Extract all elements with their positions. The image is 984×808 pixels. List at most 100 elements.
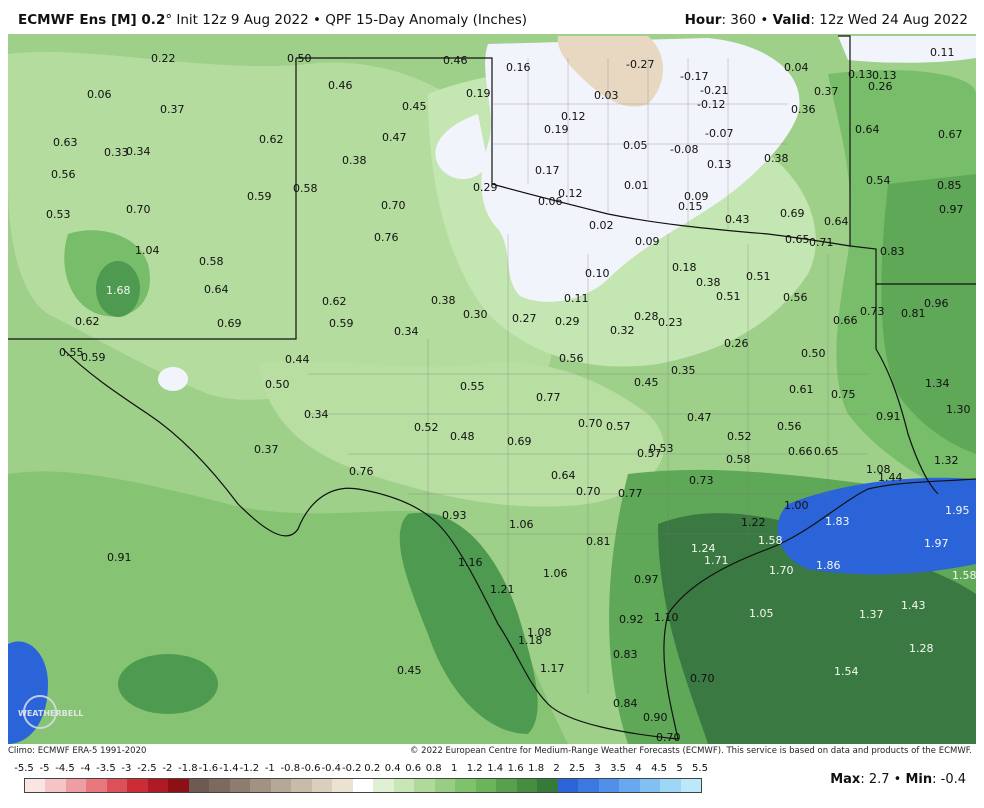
scale-tick-label: -1.8 — [178, 763, 198, 774]
anomaly-label: 0.58 — [293, 182, 318, 195]
scale-tick-label: 1.6 — [507, 763, 524, 774]
anomaly-label: 0.63 — [53, 136, 78, 149]
anomaly-label: 0.23 — [658, 316, 683, 329]
anomaly-label: 0.33 — [104, 146, 129, 159]
product-name: QPF 15-Day Anomaly (Inches) — [325, 12, 527, 28]
anomaly-label: 0.17 — [535, 164, 560, 177]
model-name: ECMWF Ens [M] 0.2 — [18, 12, 166, 28]
anomaly-label: 0.77 — [618, 487, 643, 500]
anomaly-label: 0.38 — [431, 294, 456, 307]
scale-swatch — [147, 779, 169, 792]
anomaly-label: 0.65 — [785, 233, 810, 246]
scale-swatch — [352, 779, 374, 792]
scale-tick-label: -0.8 — [280, 763, 301, 774]
valid-time: Hour: 360 • Valid: 12z Wed 24 Aug 2022 — [685, 12, 968, 28]
anomaly-label: 0.30 — [463, 308, 488, 321]
zone-dark-rio-grande — [399, 512, 538, 734]
anomaly-label: 0.55 — [460, 380, 485, 393]
anomaly-label: 0.22 — [151, 52, 176, 65]
nm-border — [8, 58, 297, 340]
hour-value: : 360 — [721, 12, 757, 28]
scale-tick-label: 5.5 — [692, 763, 708, 774]
anomaly-label: 1.17 — [540, 662, 565, 675]
anomaly-label: 0.56 — [559, 352, 584, 365]
anomaly-label: 0.50 — [287, 52, 312, 65]
max-min-stats: Max: 2.7 • Min: -0.4 — [830, 772, 966, 787]
anomaly-label: 0.67 — [938, 128, 963, 141]
scale-swatch — [373, 779, 394, 792]
anomaly-label: 0.03 — [594, 89, 619, 102]
anomaly-label: 1.04 — [135, 244, 160, 257]
anomaly-label: 0.06 — [87, 88, 112, 101]
scale-tick-label: 4 — [635, 763, 642, 774]
anomaly-label: 0.57 — [606, 420, 631, 433]
anomaly-label: 0.06 — [538, 195, 563, 208]
anomaly-label: 1.00 — [784, 499, 809, 512]
county-lines — [308, 58, 868, 694]
anomaly-label: 0.05 — [623, 139, 648, 152]
map-canvas: 0.22 0.50 0.46 0.16 -0.27 0.04 0.11 0.06 0.37 0.4… — [8, 34, 976, 744]
min-label: Min — [905, 772, 933, 787]
scale-swatch — [660, 779, 681, 792]
scale-tick-label: 0.8 — [425, 763, 442, 774]
min-value: : -0.4 — [932, 772, 966, 787]
scale-tick-label: 0.4 — [384, 763, 401, 774]
scale-swatch — [475, 779, 497, 792]
map-header: ECMWF Ens [M] 0.2° Init 12z 9 Aug 2022 •… — [0, 0, 984, 34]
anomaly-label: 1.43 — [901, 599, 926, 612]
anomaly-label: 0.13 — [872, 69, 897, 82]
scale-tick-label: -4.5 — [55, 763, 75, 774]
anomaly-label: 0.85 — [937, 179, 962, 192]
anomaly-label: 0.71 — [809, 236, 834, 249]
scale-tick-label: 2.5 — [569, 763, 586, 774]
scale-swatch — [311, 779, 333, 792]
anomaly-label: 1.32 — [934, 454, 959, 467]
anomaly-label: 0.46 — [443, 54, 468, 67]
anomaly-label: 0.26 — [724, 337, 749, 350]
logo-ring — [23, 695, 57, 729]
anomaly-label: 0.32 — [610, 324, 635, 337]
scale-swatch — [434, 779, 456, 792]
degree-symbol: ° — [165, 12, 173, 28]
anomaly-label: 1.58 — [952, 569, 976, 582]
hour-label: Hour — [684, 12, 722, 28]
anomaly-label: 0.50 — [801, 347, 826, 360]
anomaly-label: 0.52 — [727, 430, 752, 443]
anomaly-label: 1.86 — [816, 559, 841, 572]
anomaly-label: 1.44 — [878, 471, 903, 484]
max-label: Max — [830, 772, 861, 787]
anomaly-label: 0.70 — [578, 417, 603, 430]
gulf-coast — [663, 478, 976, 740]
anomaly-label: 0.70 — [656, 731, 681, 744]
anomaly-label: 1.83 — [825, 515, 850, 528]
anomaly-label: 0.19 — [466, 87, 491, 100]
anomaly-label: 0.54 — [866, 174, 891, 187]
scale-tick-label: -4 — [80, 763, 91, 774]
anomaly-label: 0.50 — [265, 378, 290, 391]
la-border — [875, 284, 939, 495]
anomaly-label: 0.16 — [506, 61, 531, 74]
scale-tick-label: -3.5 — [96, 763, 116, 774]
anomaly-label: 0.01 — [624, 179, 649, 192]
anomaly-label: -0.27 — [626, 58, 654, 71]
scale-swatch — [270, 779, 292, 792]
anomaly-label: 0.51 — [716, 290, 741, 303]
anomaly-label: 0.73 — [689, 474, 714, 487]
anomaly-label: 0.51 — [746, 270, 771, 283]
scale-tick-label: 3 — [594, 763, 601, 774]
anomaly-label: 0.76 — [349, 465, 374, 478]
ok-counties — [492, 58, 788, 232]
anomaly-label: -0.07 — [705, 127, 733, 140]
anomaly-label: 1.22 — [741, 516, 766, 529]
anomaly-label: 1.16 — [458, 556, 483, 569]
anomaly-label: 1.37 — [859, 608, 884, 621]
anomaly-label: -0.21 — [700, 84, 728, 97]
anomaly-label: 0.56 — [783, 291, 808, 304]
color-scale: -5.5 -5 -4.5 -4 -3.5 -3 -2.5 -2 -1.8 -1.6 -1.4 -1.2… — [14, 763, 710, 803]
anomaly-label: 0.65 — [814, 445, 839, 458]
scale-ticks: -5.5 -5 -4.5 -4 -3.5 -3 -2.5 -2 -1.8 -1.6 -1.4 -1.2… — [14, 763, 710, 777]
scale-tick-label: -1 — [264, 763, 275, 774]
logo-graphic: WEATHERBELL — [18, 695, 83, 729]
anomaly-label: 0.34 — [126, 145, 151, 158]
anomaly-label: 0.44 — [285, 353, 310, 366]
